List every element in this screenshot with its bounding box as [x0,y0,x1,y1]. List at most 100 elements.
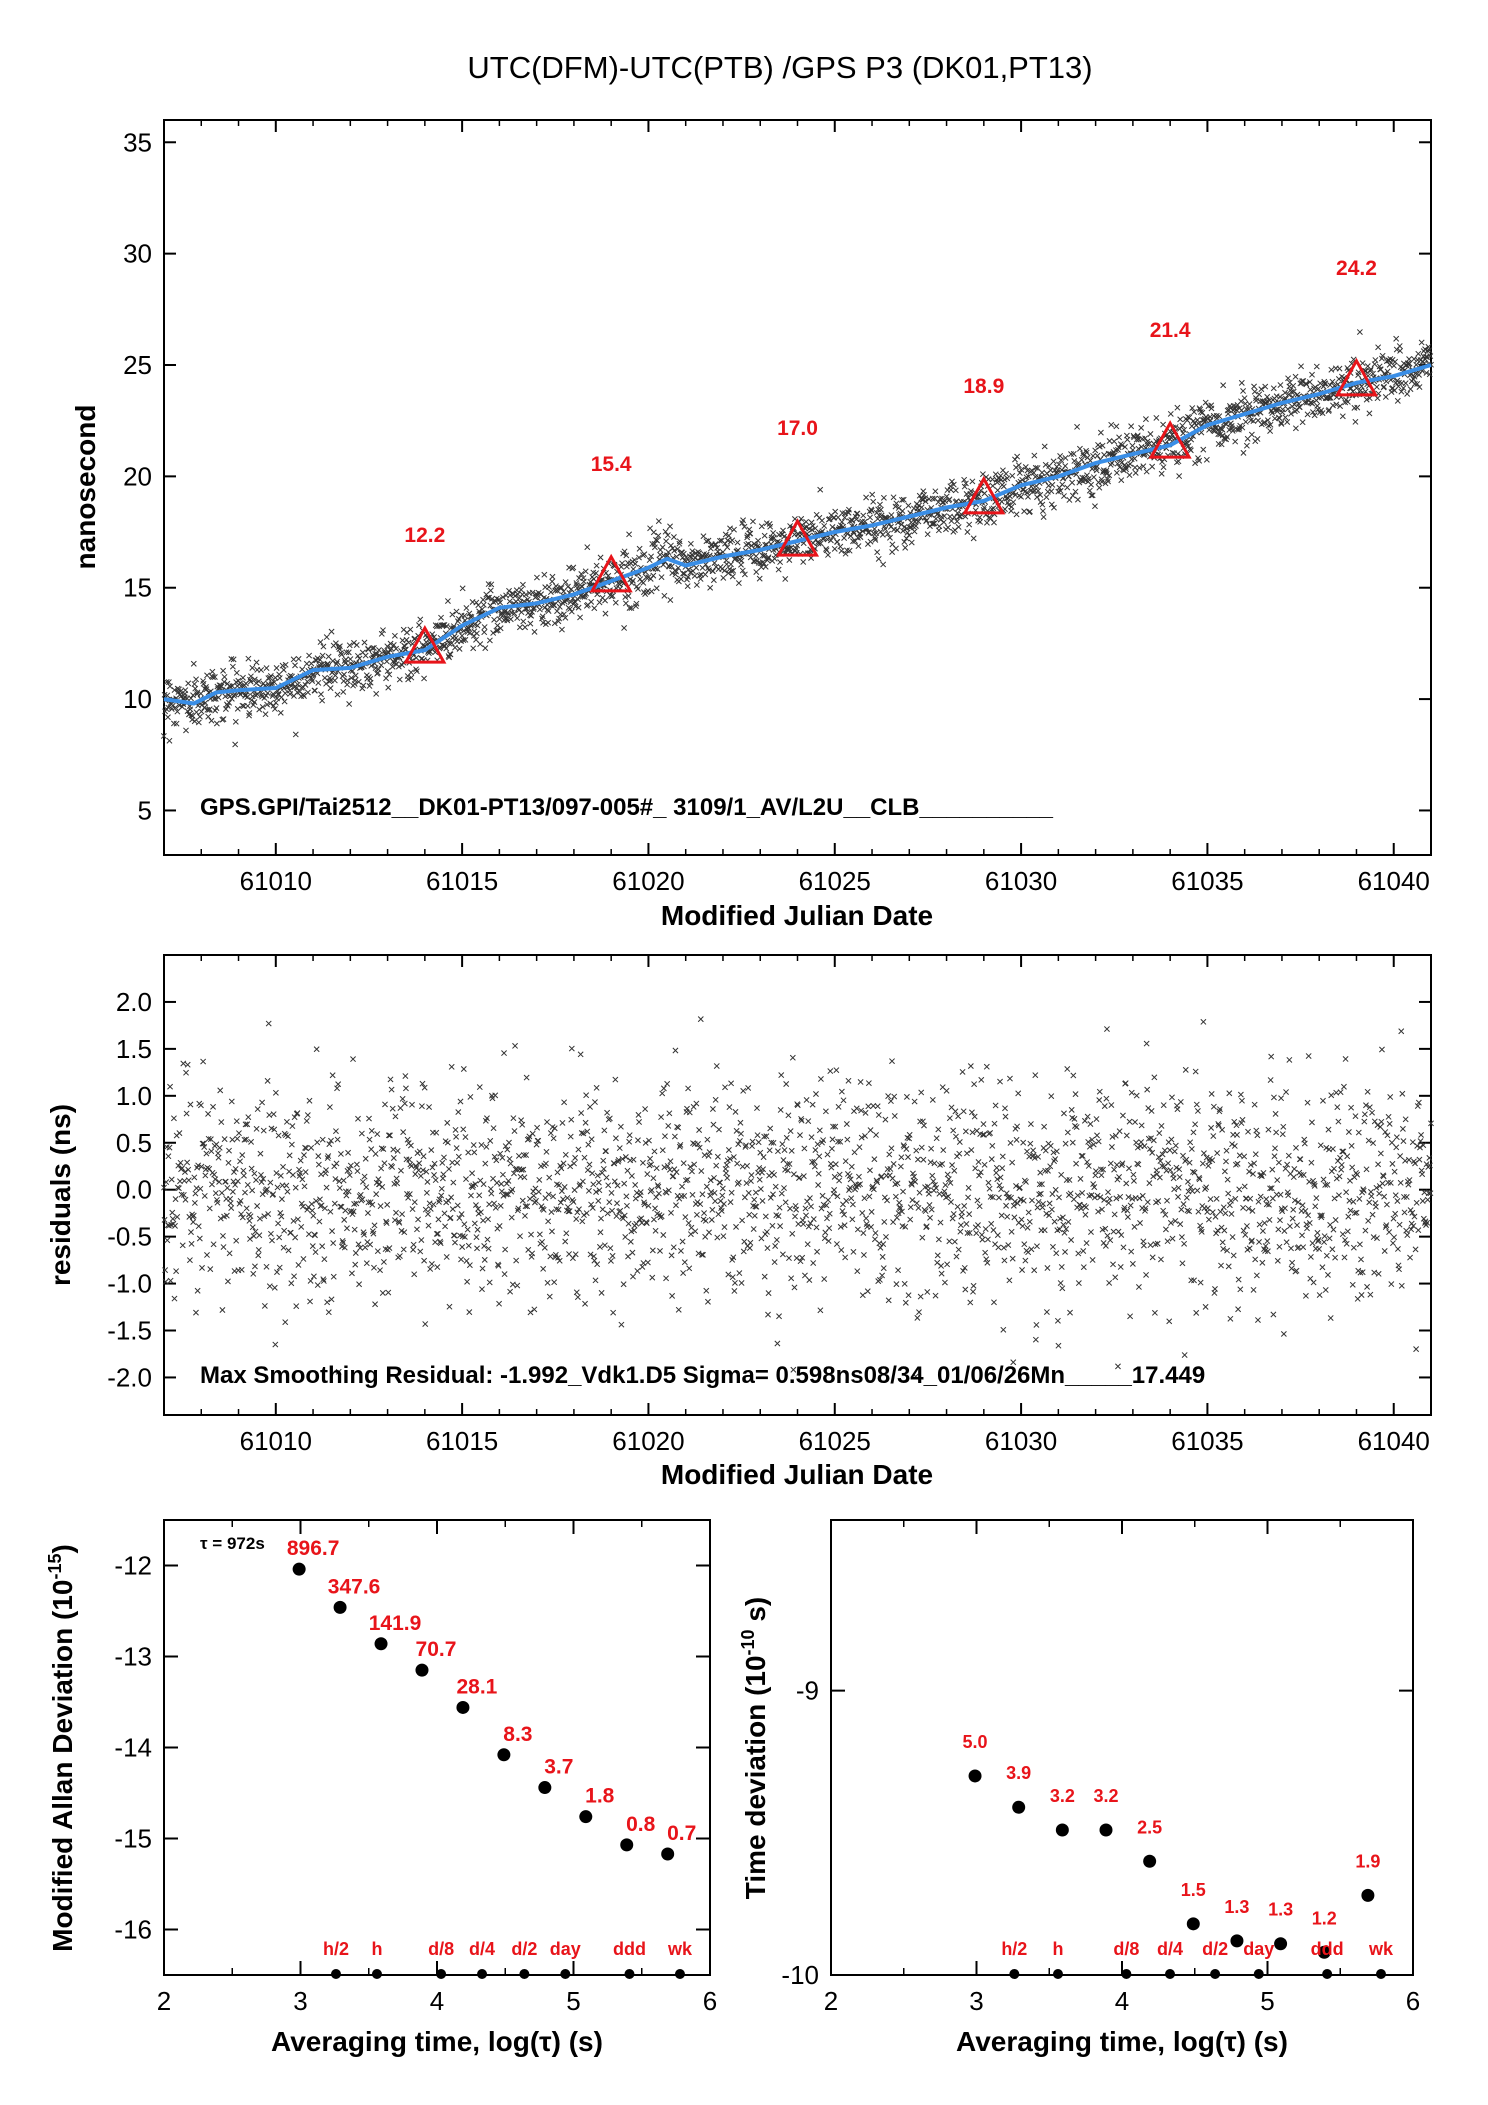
scatter-point [672,1047,679,1054]
scatter-point [719,1185,726,1192]
scatter-point [1242,418,1249,425]
mdev-point [292,1562,306,1576]
scatter-point [943,1087,950,1094]
scatter-point [173,1268,180,1275]
tdev-points: 5.03.93.2 3.22.51.51.3 1.3 1.21.9h/2 h d/8 d/4… [963,1732,1394,1979]
scatter-point [352,672,359,679]
scatter-point [1015,462,1022,469]
scatter-point [793,1255,800,1262]
scatter-point [989,482,996,489]
scatter-point [1309,1119,1315,1126]
scatter-point [889,1175,896,1182]
scatter-point [776,1204,783,1211]
scatter-point [408,674,415,681]
scatter-point [379,1183,386,1190]
scatter-point [791,1284,798,1291]
scatter-point [647,1155,654,1162]
scatter-point [803,1212,809,1219]
scatter-point [628,605,635,611]
scatter-point [954,518,961,525]
scatter-point [164,692,171,699]
scatter-point [848,1195,855,1202]
scatter-point [824,1215,830,1222]
scatter-point [585,1187,592,1194]
scatter-point [332,640,339,647]
scatter-point [1328,1092,1335,1099]
top-panel: 61010 61015 61020 61025 61030 61035 6104051015… [70,119,1434,931]
scatter-point [1368,1193,1375,1200]
scatter-point [1098,478,1105,485]
scatter-point [404,1191,410,1197]
scatter-point [448,1194,455,1201]
scatter-point [1282,1205,1288,1212]
scatter-point [1046,1200,1053,1207]
scatter-point [1203,456,1210,463]
scatter-point [1090,474,1097,481]
scatter-point [480,596,487,603]
scatter-point [1140,1242,1147,1249]
scatter-point [551,1279,558,1286]
scatter-point [203,1150,210,1157]
scatter-point [253,1125,260,1132]
scatter-point [367,1241,374,1248]
mdev-xlabel: Averaging time, log(τ) (s) [271,2026,603,2057]
residuals-scatter-points [161,1016,1434,1380]
scatter-point [303,1118,310,1124]
scatter-point [817,1307,824,1314]
scatter-point [1212,1213,1219,1220]
scatter-point [881,1218,888,1225]
scatter-point [1082,1211,1089,1218]
scatter-point [1160,421,1167,428]
scatter-point [1153,414,1160,421]
scatter-point [1042,1167,1049,1174]
scatter-point [1188,1277,1195,1284]
scatter-point [865,1080,872,1087]
scatter-point [518,586,525,593]
scatter-point [812,525,819,532]
scatter-point [329,1228,336,1235]
scatter-point [1340,1083,1347,1090]
scatter-point [597,1229,604,1236]
scatter-point [1254,1317,1261,1323]
scatter-point [1298,363,1304,370]
scatter-point [1122,443,1128,450]
scatter-point [390,1146,397,1153]
scatter-point [208,717,215,724]
scatter-point [176,1130,183,1137]
scatter-point [227,1200,234,1207]
scatter-point [169,1209,176,1216]
scatter-point [1350,1244,1357,1251]
scatter-point [613,1213,620,1220]
scatter-point [935,1126,942,1133]
scatter-point [938,1270,945,1277]
scatter-point [953,1253,960,1260]
scatter-point [461,1221,468,1228]
scatter-point [1130,1171,1137,1178]
scatter-point [376,646,382,653]
tdev-ylabel-end: s) [740,1597,771,1630]
scatter-point [1043,494,1050,501]
scatter-point [924,531,931,538]
scatter-point [824,1151,831,1158]
scatter-point [1031,452,1038,459]
scatter-point [1277,382,1284,389]
mdev-ref-point [330,1969,341,1979]
scatter-point [903,1146,910,1152]
scatter-point [1383,1201,1390,1208]
scatter-point [371,1222,378,1229]
scatter-point [490,629,497,636]
scatter-point [186,1257,193,1264]
scatter-point [560,611,567,618]
scatter-point [575,596,581,603]
scatter-point [841,535,848,541]
scatter-point [1021,1241,1028,1248]
scatter-point [1045,482,1052,489]
scatter-point [700,533,707,540]
scatter-point [868,1224,875,1230]
mdev-ref-label: d/2 [511,1939,537,1959]
scatter-point [411,1199,418,1206]
scatter-point [1006,1277,1013,1284]
scatter-point [882,1116,889,1123]
scatter-point [303,660,310,667]
scatter-point [919,1118,926,1125]
